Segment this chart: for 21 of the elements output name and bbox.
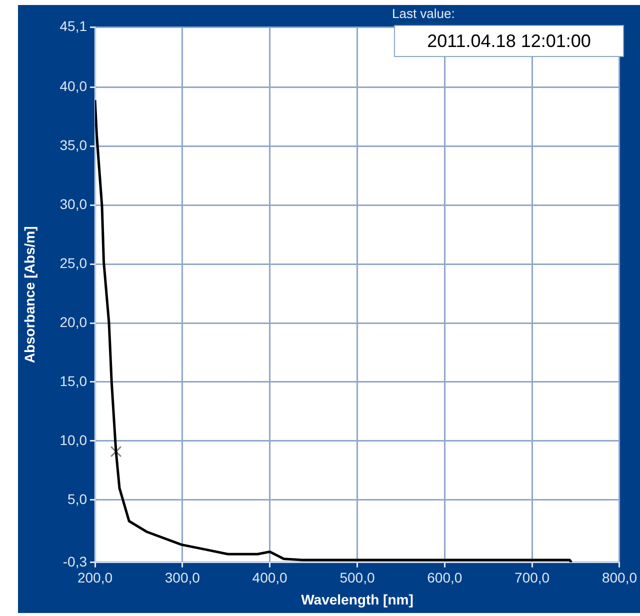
y-axis-title: Absorbance [Abs/m] <box>21 226 38 364</box>
x-tick-label: 700,0 <box>514 570 550 586</box>
text: Last value: <box>392 6 455 21</box>
y-tick-label: 45,1 <box>60 18 88 34</box>
y-tick-label: 40,0 <box>60 78 88 94</box>
x-tick-label: 200,0 <box>77 570 113 586</box>
y-tick-label: 30,0 <box>60 196 88 212</box>
value-field: 2011.04.18 12:01:00 <box>394 25 624 57</box>
x-axis-title: Wavelength [nm] <box>301 591 414 608</box>
x-tick-label: 800,0 <box>602 570 638 586</box>
y-tick-label: -0,3 <box>62 553 88 570</box>
y-tick-label: 25,0 <box>60 254 88 271</box>
x-tick-label: 500,0 <box>340 570 375 586</box>
y-tick-label: 20,0 <box>60 314 88 330</box>
y-tick-label: 15,0 <box>60 372 88 389</box>
y-tick-label: 35,0 <box>60 136 88 153</box>
x-tick-label: 300,0 <box>164 570 200 586</box>
x-tick-label: 400,0 <box>252 570 288 586</box>
y-tick-label: 5,0 <box>68 490 88 507</box>
y-tick-label: 10,0 <box>60 432 88 448</box>
x-tick-label: 600,0 <box>427 570 462 586</box>
